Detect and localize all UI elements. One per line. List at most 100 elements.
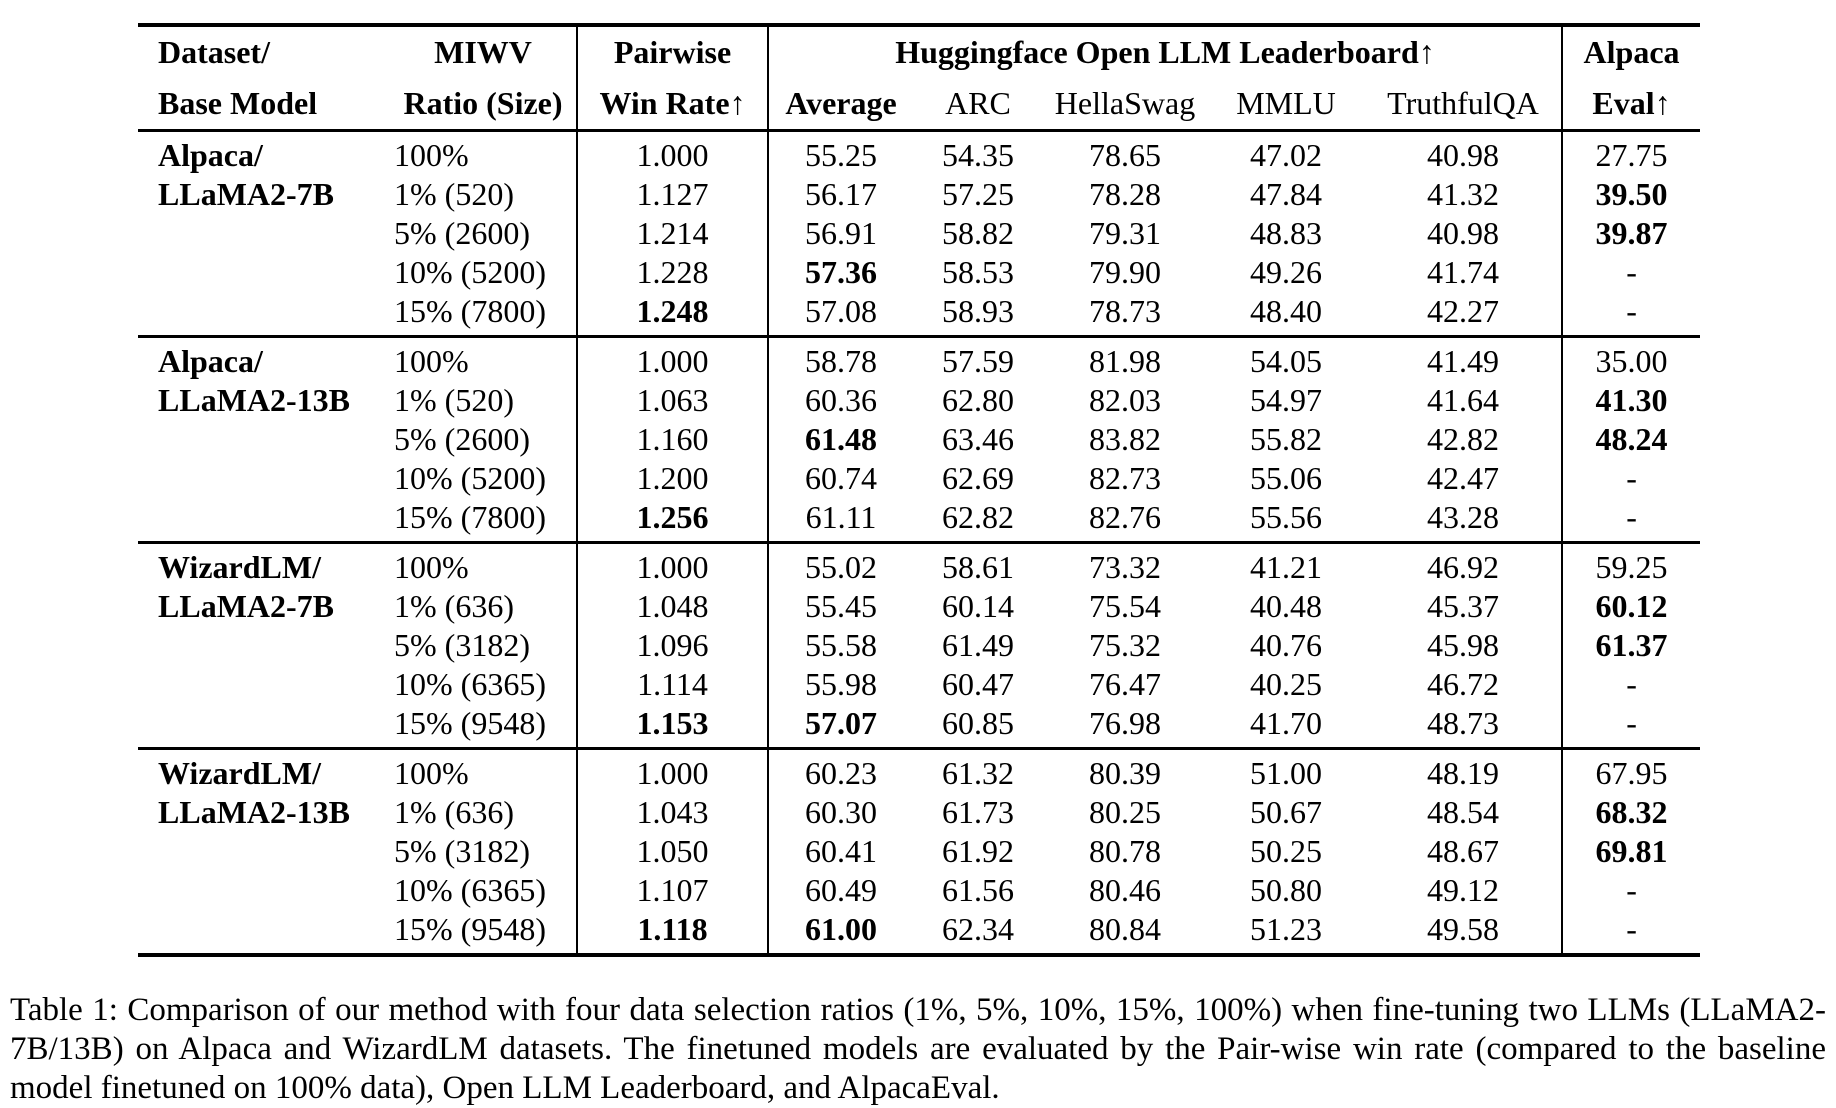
cell-hellaswag: 79.31 <box>1089 215 1161 251</box>
cell-alpaca-eval: - <box>1561 498 1701 543</box>
cell-alpaca-eval: 35.00 <box>1561 335 1701 381</box>
cell-mmlu: 55.82 <box>1250 421 1322 457</box>
cell-hellaswag: 75.54 <box>1089 588 1161 624</box>
cell-avg: 55.45 <box>767 587 913 626</box>
cell-mmlu: 48.40 <box>1250 293 1322 329</box>
cell-avg: 60.36 <box>767 381 913 420</box>
header-winrate-line2: Win Rate↑ <box>576 78 768 132</box>
cell-mmlu: 41.70 <box>1250 705 1322 741</box>
cell-avg: 57.07 <box>767 704 913 749</box>
cell-alpaca-eval: - <box>1561 871 1701 910</box>
cell-win-rate: 1.043 <box>576 793 768 832</box>
cell-win-rate: 1.256 <box>576 498 768 543</box>
table-row: 15% (7800) 1.248 57.08 58.93 78.73 48.40 42.27… <box>138 292 1701 337</box>
cell-arc: 57.25 <box>942 176 1014 212</box>
table-row: 10% (6365) 1.114 55.98 60.47 76.47 40.25 46.72… <box>138 665 1701 704</box>
cell-win-rate: 1.200 <box>576 459 768 498</box>
cell-truthfulqa: 48.54 <box>1427 794 1500 830</box>
header-col-average: Average <box>767 78 913 132</box>
cell-hellaswag: 81.98 <box>1043 335 1207 381</box>
cell-mmlu: 40.76 <box>1250 627 1322 663</box>
cell-arc: 58.61 <box>913 541 1043 587</box>
results-table: Dataset/ MIWV Pairwise Huggingface Open … <box>138 23 1701 957</box>
cell-win-rate: 1.048 <box>576 587 768 626</box>
cell-mmlu: 55.06 <box>1250 460 1322 496</box>
cell-hellaswag: 78.73 <box>1089 293 1161 329</box>
cell-alpaca-eval: 60.12 <box>1561 587 1701 626</box>
cell-truthfulqa: 41.74 <box>1427 254 1500 290</box>
cell-dataset <box>138 910 390 955</box>
cell-mmlu: 50.67 <box>1250 794 1322 830</box>
cell-ratio: 15% (7800) <box>394 499 546 535</box>
cell-truthfulqa: 48.19 <box>1365 747 1563 793</box>
table-row: 5% (2600) 1.214 56.91 58.82 79.31 48.83 40.98 3… <box>138 214 1701 253</box>
cell-alpaca-eval: 61.37 <box>1561 626 1701 665</box>
cell-ratio: 15% (7800) <box>394 293 546 329</box>
cell-truthfulqa: 42.27 <box>1427 293 1500 329</box>
cell-ratio: 100% <box>390 335 577 381</box>
table-header: Dataset/ MIWV Pairwise Huggingface Open … <box>138 25 1701 132</box>
table-row: 10% (5200) 1.228 57.36 58.53 79.90 49.26 41.74… <box>138 253 1701 292</box>
cell-truthfulqa: 49.58 <box>1427 911 1500 947</box>
cell-ratio: 100% <box>390 129 577 175</box>
cell-mmlu: 51.23 <box>1250 911 1322 947</box>
cell-ratio: 10% (6365) <box>394 666 546 702</box>
cell-alpaca-eval: - <box>1561 665 1701 704</box>
cell-dataset <box>138 214 390 253</box>
cell-avg: 55.58 <box>767 626 913 665</box>
cell-truthfulqa: 45.98 <box>1427 627 1500 663</box>
cell-win-rate: 1.050 <box>576 832 768 871</box>
table-row: 5% (2600) 1.160 61.48 63.46 83.82 55.82 42.82 4… <box>138 420 1701 459</box>
header-col-alpacaeval-line2: Eval↑ <box>1561 78 1701 132</box>
header-col-arc: ARC <box>913 78 1043 132</box>
cell-win-rate: 1.127 <box>576 175 768 214</box>
cell-truthfulqa: 45.37 <box>1427 588 1500 624</box>
table-group: WizardLM/100% 1.000 60.23 61.32 80.39 51.00 48… <box>138 747 1701 955</box>
table-row: 5% (3182) 1.096 55.58 61.49 75.32 40.76 45.98 6… <box>138 626 1701 665</box>
cell-mmlu: 55.56 <box>1250 499 1322 535</box>
table-row: WizardLM/100% 1.000 55.02 58.61 73.32 41.21 46… <box>138 541 1701 587</box>
cell-truthfulqa: 40.98 <box>1365 129 1563 175</box>
cell-alpaca-eval: 68.32 <box>1561 793 1701 832</box>
cell-avg: 60.41 <box>767 832 913 871</box>
cell-ratio: 1% (520) <box>394 382 514 418</box>
cell-mmlu: 40.25 <box>1250 666 1322 702</box>
cell-arc: 60.47 <box>942 666 1014 702</box>
cell-mmlu: 49.26 <box>1250 254 1322 290</box>
cell-ratio: 10% (5200) <box>394 460 546 496</box>
cell-avg: 57.08 <box>767 292 913 337</box>
cell-win-rate: 1.228 <box>576 253 768 292</box>
header-dataset: Dataset/ <box>158 34 270 70</box>
cell-dataset <box>138 292 390 337</box>
cell-ratio: 100% <box>390 541 577 587</box>
table-row: LLaMA2-13B 1% (636) 1.043 60.30 61.73 80.25 50… <box>138 793 1701 832</box>
cell-dataset: LLaMA2-13B <box>158 382 350 418</box>
table-group: Alpaca/100% 1.000 58.78 57.59 81.98 54.05 41.4… <box>138 335 1701 543</box>
cell-alpaca-eval: 69.81 <box>1561 832 1701 871</box>
cell-truthfulqa: 49.12 <box>1427 872 1500 908</box>
cell-avg: 61.48 <box>767 420 913 459</box>
cell-truthfulqa: 41.32 <box>1427 176 1500 212</box>
cell-avg: 60.23 <box>767 747 913 793</box>
cell-win-rate: 1.063 <box>576 381 768 420</box>
cell-hellaswag: 80.78 <box>1089 833 1161 869</box>
cell-hellaswag: 80.25 <box>1089 794 1161 830</box>
header-winrate: Pairwise <box>576 25 768 78</box>
header-miwv: MIWV <box>434 34 532 70</box>
cell-hellaswag: 79.90 <box>1089 254 1161 290</box>
cell-hellaswag: 73.32 <box>1043 541 1207 587</box>
table-row: 5% (3182) 1.050 60.41 61.92 80.78 50.25 48.67 6… <box>138 832 1701 871</box>
cell-hellaswag: 82.73 <box>1089 460 1161 496</box>
cell-mmlu: 50.25 <box>1250 833 1322 869</box>
cell-hellaswag: 78.28 <box>1089 176 1161 212</box>
header-row-2: Base Model Ratio (Size) Win Rate↑ Averag… <box>138 78 1701 132</box>
cell-dataset: WizardLM/ <box>138 747 390 793</box>
header-col-mmlu: MMLU <box>1207 78 1365 132</box>
cell-arc: 58.82 <box>942 215 1014 251</box>
cell-dataset: LLaMA2-7B <box>158 588 334 624</box>
cell-truthfulqa: 41.64 <box>1427 382 1500 418</box>
cell-dataset: WizardLM/ <box>138 541 390 587</box>
cell-ratio: 5% (2600) <box>394 215 530 251</box>
cell-dataset: Alpaca/ <box>138 129 390 175</box>
cell-hellaswag: 83.82 <box>1089 421 1161 457</box>
